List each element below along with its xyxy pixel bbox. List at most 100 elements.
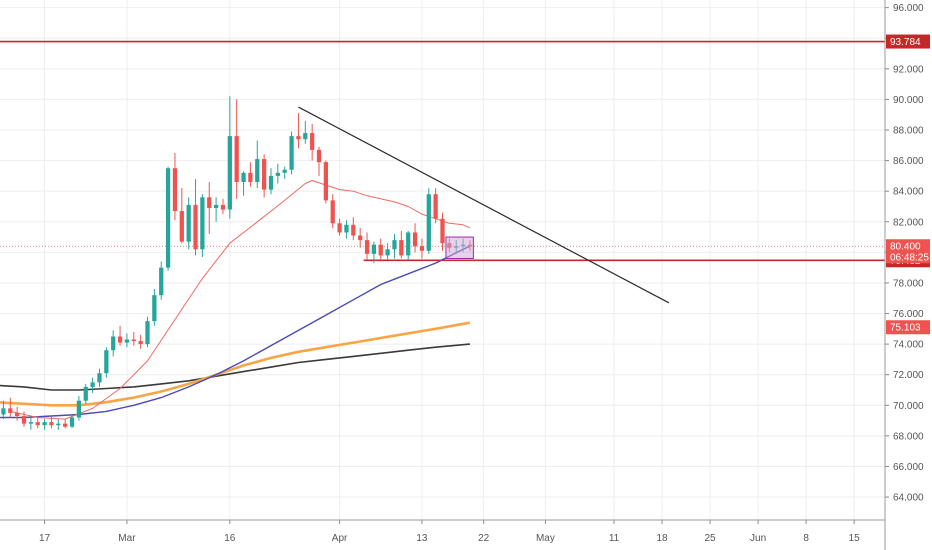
price-tick-label: 70.000 bbox=[893, 401, 924, 412]
candle bbox=[21, 411, 27, 427]
price-tick-label: 74.000 bbox=[893, 340, 924, 351]
candle-body bbox=[159, 267, 164, 296]
candle bbox=[145, 316, 150, 348]
trendline bbox=[298, 106, 670, 304]
time-tick-label: Apr bbox=[332, 533, 348, 544]
candle-body bbox=[8, 408, 13, 413]
candle bbox=[385, 243, 390, 260]
candle-body bbox=[42, 422, 47, 426]
candle-body bbox=[399, 240, 404, 256]
candle-body bbox=[179, 211, 184, 242]
candle-body bbox=[440, 218, 445, 244]
candle bbox=[138, 334, 143, 349]
time-tick-label: 17 bbox=[39, 533, 51, 544]
candle-body bbox=[268, 175, 274, 190]
price-tick-label: 64.000 bbox=[893, 493, 924, 504]
price-tick-label: 92.000 bbox=[893, 64, 924, 75]
candle bbox=[76, 396, 82, 421]
candle bbox=[412, 223, 418, 253]
candle bbox=[207, 182, 212, 234]
candle-body bbox=[323, 162, 328, 201]
candle bbox=[282, 166, 287, 179]
candle bbox=[241, 171, 246, 196]
candle bbox=[275, 163, 280, 184]
candle bbox=[152, 289, 157, 326]
candle-body bbox=[35, 422, 40, 426]
candle-body bbox=[330, 200, 335, 224]
price-tick-label: 66.000 bbox=[893, 462, 924, 473]
candle-body bbox=[111, 336, 116, 351]
candle bbox=[323, 160, 328, 204]
candle-body bbox=[275, 172, 280, 176]
candle-body bbox=[248, 172, 253, 182]
candle bbox=[227, 96, 232, 219]
time-tick-label: 22 bbox=[478, 533, 490, 544]
candle-body bbox=[90, 382, 95, 387]
candle bbox=[131, 331, 136, 346]
candle-body bbox=[316, 149, 322, 163]
candle bbox=[15, 406, 20, 421]
current-price-text: 80.400 bbox=[890, 242, 921, 253]
candle bbox=[303, 120, 308, 144]
candle bbox=[268, 168, 274, 195]
candle bbox=[433, 188, 438, 224]
candle-body bbox=[412, 232, 418, 247]
price-axis[interactable]: 64.000 66.000 68.000 70.000 72.000 74.000 76.0… bbox=[884, 0, 924, 550]
candle bbox=[200, 194, 205, 257]
time-tick-label: 16 bbox=[224, 533, 236, 544]
candle-body bbox=[358, 235, 363, 241]
price-tick-label: 68.000 bbox=[893, 431, 924, 442]
candle-body bbox=[124, 339, 130, 343]
candle-body bbox=[392, 240, 397, 250]
candle bbox=[337, 218, 342, 236]
candle bbox=[8, 397, 13, 418]
candle bbox=[344, 220, 349, 239]
price-tick-label: 82.000 bbox=[893, 217, 924, 228]
price-tick-label: 72.000 bbox=[893, 370, 924, 381]
price-tick-label: 86.000 bbox=[893, 156, 924, 167]
ma-price-tag: 75.103 bbox=[886, 320, 930, 335]
candle bbox=[440, 212, 445, 251]
candle bbox=[296, 113, 301, 149]
candle-body bbox=[378, 244, 383, 256]
ma-price-text: 75.103 bbox=[890, 323, 921, 334]
candle-body bbox=[117, 336, 123, 343]
candle bbox=[165, 166, 171, 271]
candle-body bbox=[385, 249, 390, 256]
candle bbox=[371, 241, 377, 264]
candle bbox=[28, 417, 33, 430]
plot-area[interactable] bbox=[0, 40, 885, 430]
candle-body bbox=[282, 169, 287, 173]
candle bbox=[179, 188, 184, 244]
candle bbox=[49, 416, 54, 429]
price-tick-label: 84.000 bbox=[893, 187, 924, 198]
time-axis[interactable]: 17 Mar 16 Apr 13 22 May 11 18 25 Jun 8 15 bbox=[0, 519, 885, 544]
candle bbox=[248, 162, 253, 187]
candle bbox=[42, 419, 47, 430]
candle bbox=[351, 217, 356, 241]
moving-average-200 bbox=[0, 343, 470, 391]
candle-body bbox=[433, 194, 438, 219]
candle-body bbox=[289, 136, 294, 170]
candle-body bbox=[364, 240, 370, 254]
level-price-tag: 93.784 bbox=[886, 34, 930, 49]
candle-body bbox=[303, 133, 308, 140]
candle-body bbox=[200, 197, 205, 250]
candle-body bbox=[28, 422, 33, 424]
candle bbox=[213, 197, 219, 222]
candle bbox=[419, 238, 425, 259]
candle-body bbox=[131, 339, 136, 342]
candle bbox=[234, 99, 239, 199]
price-tick-label: 78.000 bbox=[893, 278, 924, 289]
ma-price-tag-bg bbox=[886, 320, 930, 335]
candle-body bbox=[262, 159, 267, 190]
candle-body bbox=[63, 423, 68, 427]
candle bbox=[56, 419, 61, 430]
candle-body bbox=[241, 172, 246, 182]
candle-body bbox=[145, 321, 150, 345]
moving-average-20 bbox=[10, 180, 471, 420]
